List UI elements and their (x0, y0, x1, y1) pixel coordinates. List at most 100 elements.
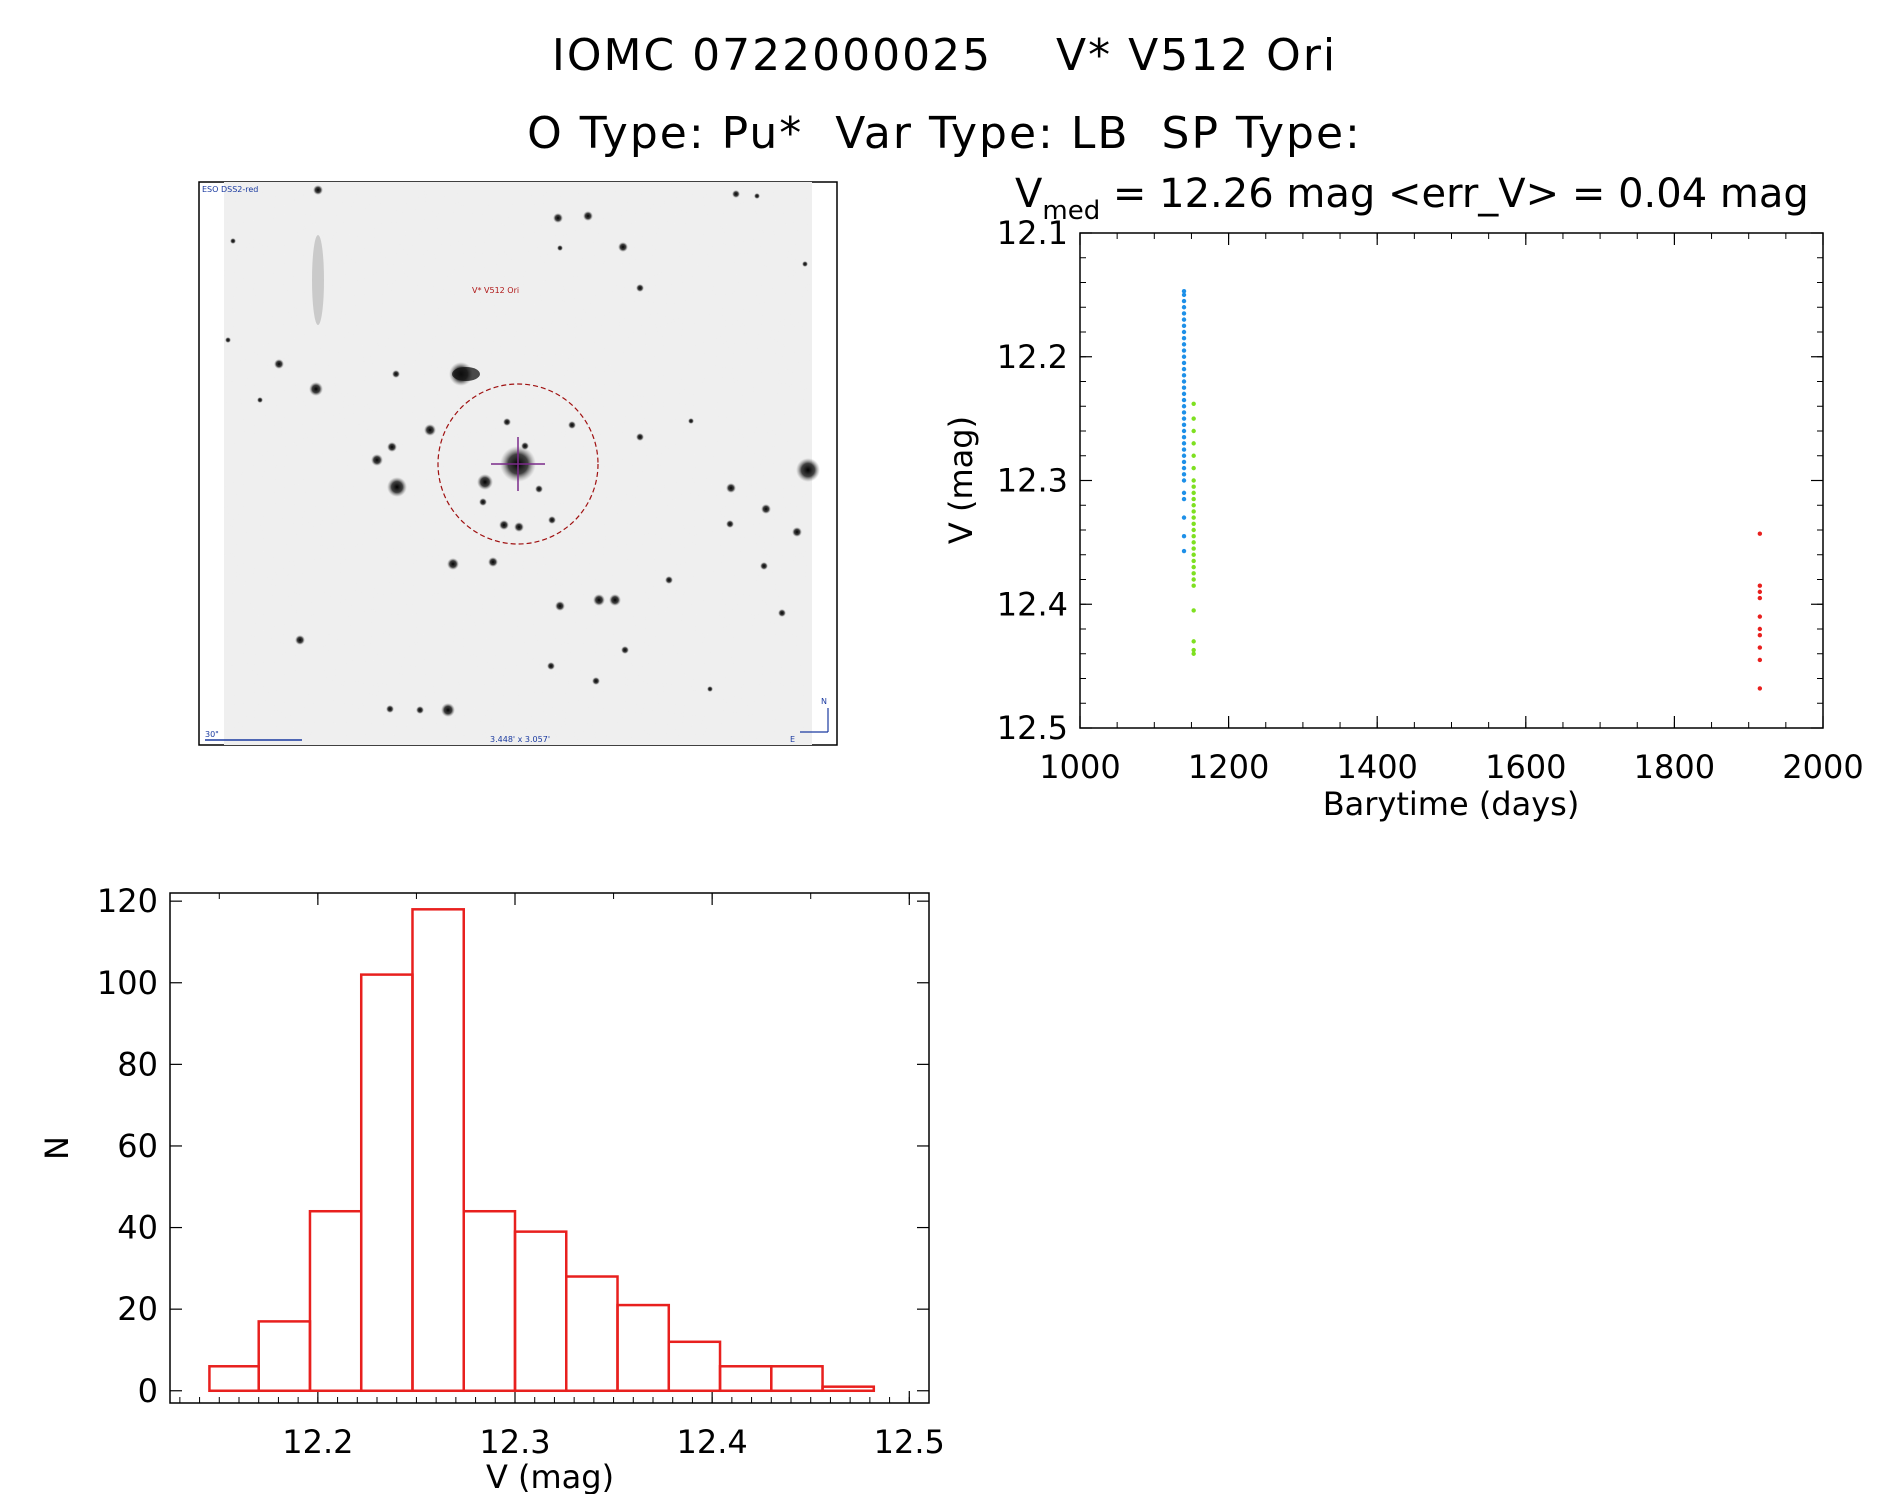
lc-point-s2-3 (1757, 595, 1763, 601)
histogram-bar-7 (565, 1275, 619, 1393)
lc-point-s0-30 (1181, 472, 1187, 477)
h-ytick-label-1: 20 (117, 1290, 158, 1328)
star-25 (726, 483, 736, 493)
lc-point-s0-12 (1181, 360, 1187, 366)
lc-point-s1-14 (1191, 527, 1196, 533)
star-42 (230, 238, 236, 244)
lc-ytick-label-0: 12.1 (997, 214, 1068, 252)
lightcurve-title: Vmed = 12.26 mag <err_V> = 0.04 mag (1015, 171, 1809, 226)
lightcurve-title-sub: med (1042, 196, 1100, 226)
histogram-bar-0 (208, 1365, 260, 1393)
h-xtick-label-2: 12.4 (677, 1423, 748, 1461)
lc-point-s0-35 (1181, 533, 1187, 539)
histogram-bar-4 (411, 908, 465, 1393)
lc-point-s0-32 (1181, 490, 1187, 496)
lc-point-s1-26 (1191, 647, 1196, 653)
star-18 (392, 370, 400, 378)
star-48 (416, 706, 424, 714)
star-43 (225, 337, 231, 343)
lc-point-s1-5 (1191, 465, 1196, 471)
star-45 (636, 433, 644, 441)
histogram-bar-6 (513, 1230, 568, 1393)
lc-ytick-label-3: 12.4 (997, 585, 1068, 623)
histogram-ticks: 12.2 12.3 12.4 12.5 0 20 40 60 80 100 120 (97, 882, 945, 1461)
lc-point-s2-6 (1757, 632, 1763, 638)
star-50 (557, 245, 563, 251)
star-51 (503, 418, 511, 426)
lc-point-s0-5 (1181, 317, 1187, 322)
lc-point-s1-16 (1191, 540, 1196, 545)
lc-point-s0-8 (1181, 335, 1187, 341)
lc-point-s1-7 (1191, 484, 1196, 489)
h-ytick-label-4: 80 (117, 1045, 158, 1083)
star-26 (761, 504, 771, 514)
star-49 (707, 686, 713, 692)
histogram-bar-1 (257, 1320, 312, 1393)
histogram-bar-9 (667, 1340, 722, 1393)
histogram-bars (208, 908, 876, 1393)
east-label: E (790, 735, 795, 744)
star-23 (535, 485, 543, 493)
lc-point-s1-23 (1191, 583, 1196, 588)
lc-point-s1-12 (1191, 515, 1196, 520)
star-5 (309, 382, 323, 396)
histogram-y-label: N (38, 1136, 76, 1160)
star-36 (592, 677, 600, 685)
histogram-bar-5 (462, 1209, 517, 1393)
lc-point-s0-3 (1181, 305, 1187, 310)
lc-ytick-label-4: 12.5 (997, 709, 1068, 747)
lc-xtick-label-1: 1200 (1188, 748, 1269, 786)
lc-point-s2-1 (1757, 583, 1763, 588)
lightcurve-title-rest: = 12.26 mag <err_V> = 0.04 mag (1100, 171, 1809, 217)
star-47 (386, 705, 394, 713)
lc-point-s0-10 (1181, 348, 1187, 353)
lc-point-s0-24 (1181, 434, 1187, 440)
lc-point-s0-17 (1181, 391, 1187, 397)
star-30 (778, 609, 786, 617)
lc-point-s1-9 (1191, 496, 1196, 502)
lightcurve-y-label: V (mag) (942, 416, 980, 544)
lc-point-s2-4 (1757, 614, 1763, 619)
lc-point-s0-0 (1181, 288, 1187, 294)
lc-point-s0-13 (1181, 366, 1187, 372)
lc-xtick-label-2: 1400 (1336, 748, 1417, 786)
lc-point-s0-16 (1181, 385, 1187, 390)
h-ytick-label-0: 0 (138, 1372, 158, 1410)
lc-point-s0-14 (1181, 373, 1187, 378)
lc-point-s0-7 (1181, 329, 1187, 335)
lightcurve-plot-frame (1079, 232, 1824, 729)
star-2 (387, 477, 407, 497)
star-44 (257, 397, 263, 403)
lc-point-s1-10 (1191, 503, 1196, 508)
lc-point-s0-23 (1181, 428, 1187, 434)
lightcurve-points (1181, 288, 1763, 691)
lc-point-s1-2 (1191, 428, 1196, 434)
lc-xtick-label-0: 1000 (1039, 748, 1120, 786)
star-14 (583, 211, 593, 221)
star-38 (665, 576, 673, 584)
lc-point-s1-18 (1191, 552, 1196, 557)
lc-point-s0-29 (1181, 465, 1187, 471)
lc-point-s0-21 (1181, 416, 1187, 421)
lightcurve-x-label: Barytime (days) (1323, 785, 1580, 823)
star-8 (488, 557, 498, 567)
histogram-bar-11 (770, 1365, 824, 1393)
lc-point-s1-17 (1191, 546, 1196, 551)
lc-ytick-label-1: 12.2 (997, 338, 1068, 376)
lc-point-s1-4 (1191, 453, 1196, 458)
star-21 (568, 421, 576, 429)
finder-image: ESO DSS2-red V* V512 Ori 30" 3.448' x 3.… (198, 181, 838, 746)
lc-point-s0-22 (1181, 422, 1187, 428)
lc-point-s0-28 (1181, 459, 1187, 465)
h-ytick-label-3: 60 (117, 1127, 158, 1165)
lc-point-s0-15 (1181, 379, 1187, 384)
star-10 (387, 442, 397, 452)
lc-point-s2-9 (1757, 686, 1763, 691)
lc-point-s0-1 (1181, 292, 1187, 298)
star-27 (792, 527, 802, 537)
lc-point-s0-31 (1181, 478, 1187, 483)
star-32 (609, 594, 621, 606)
lc-point-s2-8 (1757, 657, 1763, 663)
h-xtick-label-0: 12.2 (282, 1423, 353, 1461)
histogram-x-label: V (mag) (486, 1458, 614, 1494)
